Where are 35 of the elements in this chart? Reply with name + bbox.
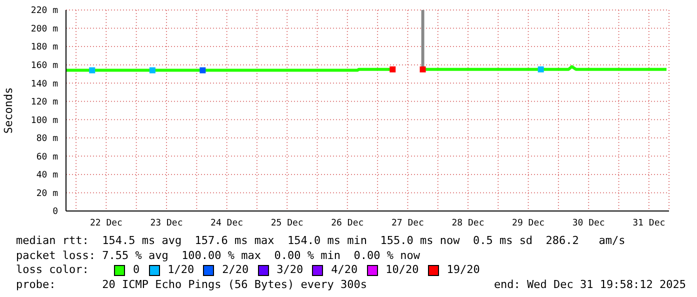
text: probe: 20 ICMP Echo Pings (56 Bytes) every 300s [16,278,367,292]
legend-title: loss color: [16,263,90,278]
x-tick-label: 25 Dec [270,218,304,228]
legend-label: 1/20 [166,263,194,278]
y-axis-title: Seconds [2,87,15,134]
y-tick-label: 160 m [30,61,58,72]
x-tick-label: 27 Dec [391,218,424,228]
y-tick-label: 20 m [36,188,58,199]
y-tick-label: 180 m [30,42,58,53]
legend-label: 4/20 [330,263,358,278]
text: end: Wed Dec 31 19:58:12 2025 [494,278,686,292]
x-tick-label: 22 Dec [90,218,122,228]
x-tick-label: 29 Dec [512,218,545,228]
text: median rtt: 154.5 ms avg 157.6 ms max 154.0 ms min 155.0 ms now 0.5 ms sd 286.2 am/s [16,234,626,248]
x-tick-label: 23 Dec [150,218,183,228]
y-tick-label: 200 m [30,24,58,34]
x-tick-label: 30 Dec [572,218,605,228]
legend-label: 10/20 [384,263,419,278]
y-tick-label: 0 [52,207,58,218]
y-tick-label: 80 m [36,134,58,144]
x-tick-label: 26 Dec [331,218,364,228]
legend-label: 3/20 [276,263,304,278]
y-tick-label: 60 m [36,152,58,162]
y-tick-label: 140 m [30,79,58,90]
y-tick-label: 40 m [36,170,58,181]
x-tick-label: 24 Dec [210,218,244,228]
legend-label: 2/20 [221,263,249,278]
x-tick-label: 28 Dec [452,218,484,228]
legend-label: 19/20 [446,263,480,278]
y-tick-label: 100 m [30,116,58,126]
text: packet loss: 7.55 % avg 100.00 % max 0.00 % min 0.00 % now [16,248,421,263]
y-tick-label: 220 m [30,6,58,16]
x-tick-label: 31 Dec [632,218,666,228]
legend-label: 0 [132,263,140,278]
y-tick-label: 120 m [30,98,58,108]
